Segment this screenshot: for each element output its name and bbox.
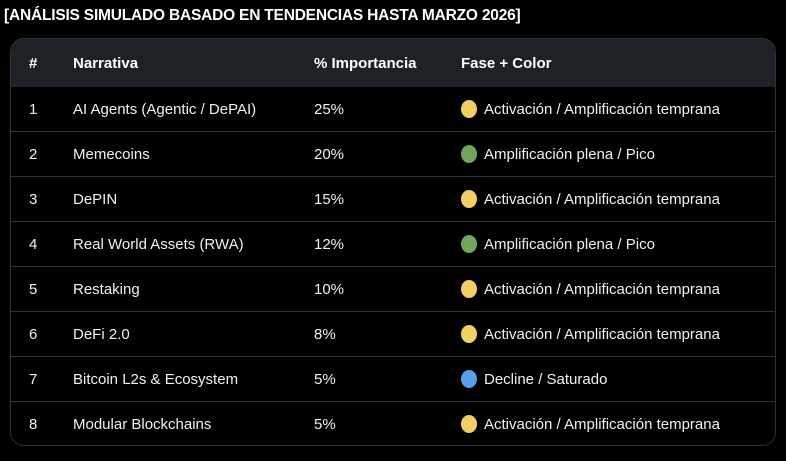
column-header-importance: % Importancia <box>314 54 417 72</box>
table-header-row: # Narrativa % Importancia Fase + Color <box>11 39 775 87</box>
yellow-circle-icon <box>461 190 477 208</box>
importance-cell: 10% <box>314 280 345 298</box>
phase-cell: Activación / Amplificación temprana <box>461 415 775 433</box>
table-row: 4 Real World Assets (RWA) 12% Amplificac… <box>11 221 775 266</box>
importance-cell: 5% <box>314 415 336 433</box>
phase-cell: Amplificación plena / Pico <box>461 145 775 163</box>
blue-circle-icon <box>461 370 477 388</box>
phase-label: Amplificación plena / Pico <box>484 145 655 163</box>
green-circle-icon <box>461 145 477 163</box>
phase-cell: Amplificación plena / Pico <box>461 235 775 253</box>
narrative-cell: Memecoins <box>73 145 150 163</box>
rank-cell: 3 <box>29 190 38 208</box>
rank-cell: 1 <box>29 100 38 118</box>
phase-label: Decline / Saturado <box>484 370 608 388</box>
narrative-cell: AI Agents (Agentic / DePAI) <box>73 100 257 118</box>
narrative-cell: DeFi 2.0 <box>73 325 130 343</box>
page-title: [ANÁLISIS SIMULADO BASADO EN TENDENCIAS … <box>4 7 521 24</box>
green-circle-icon <box>461 235 477 253</box>
narrative-cell: Real World Assets (RWA) <box>73 235 244 253</box>
column-header-phase: Fase + Color <box>461 54 552 72</box>
importance-cell: 15% <box>314 190 345 208</box>
phase-cell: Activación / Amplificación temprana <box>461 190 775 208</box>
phase-cell: Activación / Amplificación temprana <box>461 280 775 298</box>
table-row: 7 Bitcoin L2s & Ecosystem 5% Decline / S… <box>11 356 775 401</box>
table-body: 1 AI Agents (Agentic / DePAI) 25% Activa… <box>11 87 775 445</box>
importance-cell: 5% <box>314 370 336 388</box>
narrative-cell: Restaking <box>73 280 140 298</box>
phase-label: Amplificación plena / Pico <box>484 235 655 253</box>
rank-cell: 2 <box>29 145 38 163</box>
phase-cell: Activación / Amplificación temprana <box>461 325 775 343</box>
narrative-cell: Modular Blockchains <box>73 415 212 433</box>
importance-cell: 20% <box>314 145 345 163</box>
yellow-circle-icon <box>461 280 477 298</box>
phase-label: Activación / Amplificación temprana <box>484 100 720 118</box>
narrative-cell: DePIN <box>73 190 118 208</box>
phase-cell: Activación / Amplificación temprana <box>461 100 775 118</box>
yellow-circle-icon <box>461 100 477 118</box>
phase-label: Activación / Amplificación temprana <box>484 280 720 298</box>
yellow-circle-icon <box>461 325 477 343</box>
rank-cell: 4 <box>29 235 38 253</box>
rank-cell: 7 <box>29 370 38 388</box>
rank-cell: 5 <box>29 280 38 298</box>
yellow-circle-icon <box>461 415 477 433</box>
rank-cell: 6 <box>29 325 38 343</box>
importance-cell: 12% <box>314 235 345 253</box>
table-row: 2 Memecoins 20% Amplificación plena / Pi… <box>11 131 775 176</box>
column-header-rank: # <box>29 54 38 72</box>
phase-label: Activación / Amplificación temprana <box>484 190 720 208</box>
rank-cell: 8 <box>29 415 38 433</box>
importance-cell: 25% <box>314 100 345 118</box>
table-row: 5 Restaking 10% Activación / Amplificaci… <box>11 266 775 311</box>
narratives-table: # Narrativa % Importancia Fase + Color 1… <box>10 38 776 446</box>
importance-cell: 8% <box>314 325 336 343</box>
phase-label: Activación / Amplificación temprana <box>484 325 720 343</box>
table-row: 6 DeFi 2.0 8% Activación / Amplificación… <box>11 311 775 356</box>
table-row: 3 DePIN 15% Activación / Amplificación t… <box>11 176 775 221</box>
table-row: 8 Modular Blockchains 5% Activación / Am… <box>11 401 775 445</box>
table-row: 1 AI Agents (Agentic / DePAI) 25% Activa… <box>11 87 775 131</box>
column-header-narrative: Narrativa <box>73 54 139 72</box>
phase-label: Activación / Amplificación temprana <box>484 415 720 433</box>
phase-cell: Decline / Saturado <box>461 370 775 388</box>
narrative-cell: Bitcoin L2s & Ecosystem <box>73 370 239 388</box>
